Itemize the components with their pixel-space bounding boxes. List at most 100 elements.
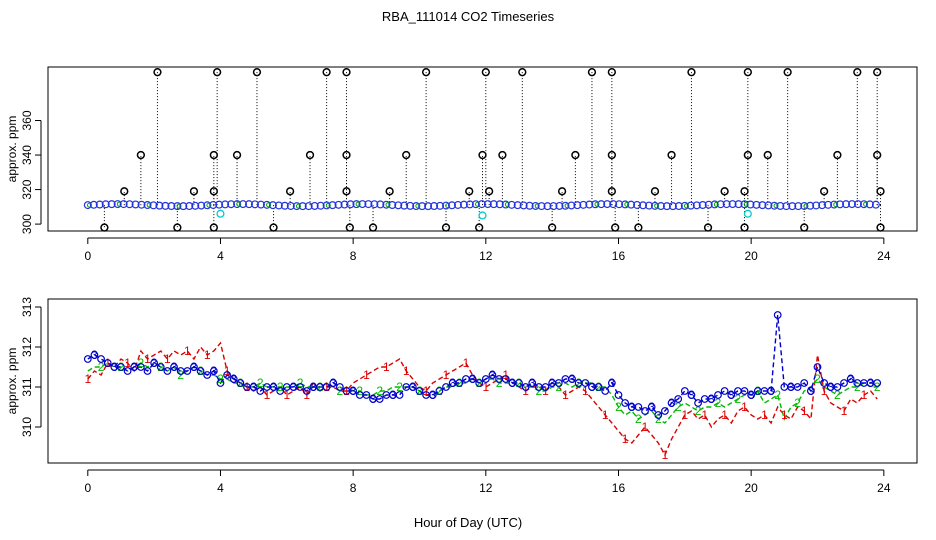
top-x-tick-label: 12 [479, 249, 493, 263]
series-2-label: 2 [337, 384, 344, 398]
series-2-label: 2 [814, 372, 821, 386]
bottom-x-tick-label: 8 [350, 481, 357, 495]
spike-point-low [120, 187, 129, 196]
spike-point-down [173, 223, 182, 232]
series-3-label: 3 [310, 380, 317, 394]
baseline-point [268, 201, 277, 210]
series-1-label: 1 [244, 380, 251, 394]
bottom-x-tick-label: 12 [479, 481, 493, 495]
baseline-point [812, 201, 821, 210]
series-2-label: 2 [536, 384, 543, 398]
spike-point-down [368, 223, 378, 232]
series-3-label: 3 [628, 400, 635, 414]
series-1-label: 1 [144, 352, 151, 366]
top-x-tick-label: 16 [612, 249, 626, 263]
spike-point-high [153, 68, 162, 77]
bottom-y-tick-label: 310 [20, 417, 34, 437]
baseline-point [633, 200, 642, 209]
cyan-point [478, 211, 487, 220]
series-2-label: 2 [396, 380, 403, 394]
series-3-label: 3 [668, 396, 675, 410]
spike-point-low [740, 187, 749, 196]
baseline-point [430, 202, 439, 211]
series-3-label: 3 [370, 392, 377, 406]
baseline-point [101, 200, 110, 209]
baseline-point [304, 202, 313, 211]
series-3-label: 3 [748, 388, 755, 402]
spike-point-down [548, 223, 557, 232]
baseline-point-green [743, 201, 749, 207]
spike-point-down [475, 223, 484, 232]
series-3-label: 3 [529, 376, 536, 390]
baseline-point-green [534, 203, 540, 209]
series-3-label: 3 [688, 388, 695, 402]
series-3-point [687, 391, 696, 399]
baseline-point [519, 201, 528, 210]
series-2-label: 2 [695, 404, 702, 418]
spike-point-low [720, 187, 729, 196]
series-2-label: 2 [436, 384, 443, 398]
spike-point-down [876, 223, 885, 232]
spike-point-mid [136, 150, 146, 160]
series-1-label: 1 [761, 408, 768, 422]
baseline-point [107, 200, 116, 209]
baseline-point [256, 200, 265, 209]
series-3-label: 3 [171, 360, 178, 374]
bottom-plot-frame [47, 298, 918, 464]
series-3-label: 3 [609, 376, 616, 390]
spike-point-high [252, 68, 262, 77]
series-1-label: 1 [781, 408, 788, 422]
spike-point-mid [763, 150, 772, 160]
baseline-point [734, 200, 743, 209]
top-y-axis: 300 320 340 360 [20, 110, 42, 234]
baseline-point [239, 200, 248, 209]
series-3-point [840, 379, 848, 387]
series-2-label: 2 [735, 392, 742, 406]
series-3-point [428, 391, 437, 399]
baseline-point-green [445, 203, 451, 209]
spike-point-mid [342, 150, 351, 160]
spike-point-mid [873, 150, 882, 160]
series-2-label: 2 [575, 376, 582, 390]
baseline-point [274, 201, 283, 210]
spike-point-mid [232, 150, 242, 160]
series-2-label: 2 [197, 364, 204, 378]
baseline-point [89, 200, 98, 209]
baseline-point [310, 201, 319, 210]
chart-title: RBA_111014 CO2 Timeseries [382, 9, 555, 24]
series-3-point [601, 387, 610, 395]
baseline-point-green [355, 201, 361, 207]
series-2-label: 2 [555, 380, 562, 394]
series-3-point [714, 391, 722, 399]
baseline-point [847, 200, 856, 209]
baseline-point [453, 200, 462, 209]
series-3-label: 3 [191, 360, 198, 374]
series-1-label: 1 [84, 372, 91, 386]
baseline-point [286, 201, 295, 210]
series-3-label: 3 [589, 380, 596, 394]
series-3-point [554, 379, 563, 387]
series-3-point [375, 395, 384, 403]
baseline-point-green [683, 203, 689, 209]
series-3-point [83, 355, 92, 363]
series-3-label: 3 [270, 380, 277, 394]
baseline-point [495, 200, 504, 209]
series-3-label: 3 [509, 376, 516, 390]
baseline-point [627, 200, 636, 209]
baseline-point [334, 200, 343, 209]
baseline-point [537, 202, 546, 211]
baseline-point [853, 200, 862, 209]
baseline-point [149, 201, 158, 210]
series-1-label: 1 [542, 384, 549, 398]
series-3-label: 3 [131, 360, 138, 374]
spike-point-high [607, 68, 617, 77]
baseline-point [400, 201, 409, 210]
baseline-point [507, 200, 516, 209]
series-1-label: 1 [283, 388, 290, 402]
spike-point-down [441, 223, 451, 232]
baseline-point-green [325, 202, 331, 208]
series-1-label: 1 [164, 352, 171, 366]
series-1-label: 1 [264, 388, 271, 402]
series-3-point [90, 351, 99, 359]
baseline-point [692, 201, 701, 210]
